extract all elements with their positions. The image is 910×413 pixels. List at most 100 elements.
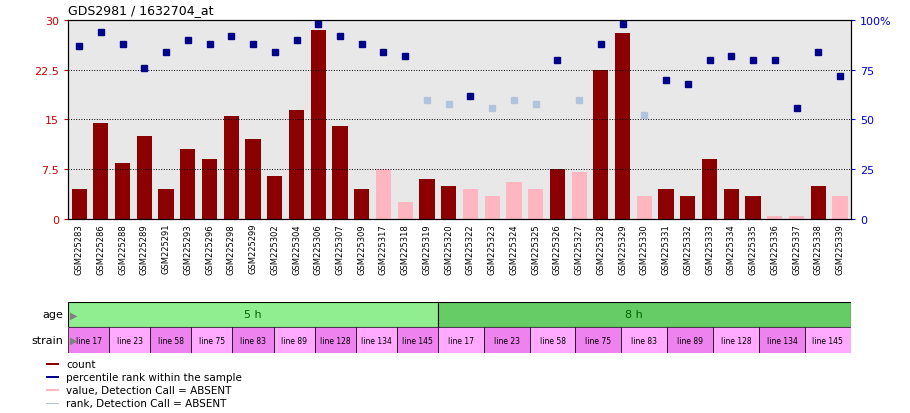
Text: GSM225332: GSM225332 — [683, 223, 693, 274]
Text: line 75: line 75 — [585, 336, 612, 345]
Bar — [759, 328, 805, 353]
Bar — [702, 160, 717, 219]
Text: percentile rank within the sample: percentile rank within the sample — [66, 372, 242, 382]
Bar — [506, 183, 521, 219]
Text: GSM225329: GSM225329 — [618, 223, 627, 274]
Text: strain: strain — [32, 335, 64, 345]
Text: GSM225334: GSM225334 — [727, 223, 736, 274]
Text: line 134: line 134 — [766, 336, 797, 345]
Text: ▶: ▶ — [70, 335, 77, 345]
Bar — [202, 160, 217, 219]
Bar — [789, 216, 804, 219]
Bar — [356, 328, 397, 353]
Bar — [232, 328, 274, 353]
Bar — [288, 110, 304, 219]
Bar — [637, 196, 652, 219]
Text: GSM225304: GSM225304 — [292, 223, 301, 274]
Bar — [72, 190, 86, 219]
Text: line 89: line 89 — [677, 336, 703, 345]
Text: 8 h: 8 h — [624, 310, 642, 320]
Bar — [767, 216, 783, 219]
Bar — [109, 328, 150, 353]
Text: GSM225296: GSM225296 — [205, 223, 214, 274]
Text: GSM225335: GSM225335 — [749, 223, 757, 274]
Text: GSM225333: GSM225333 — [705, 223, 714, 274]
Bar — [397, 328, 438, 353]
Bar — [68, 302, 438, 328]
Bar — [593, 71, 609, 219]
Bar — [615, 34, 631, 219]
Text: age: age — [43, 310, 64, 320]
Bar — [438, 328, 484, 353]
Text: GSM225306: GSM225306 — [314, 223, 323, 274]
Text: 5 h: 5 h — [244, 310, 262, 320]
Bar — [46, 389, 59, 391]
Text: value, Detection Call = ABSENT: value, Detection Call = ABSENT — [66, 385, 232, 395]
Bar — [150, 328, 191, 353]
Bar — [315, 328, 356, 353]
Text: GSM225326: GSM225326 — [553, 223, 561, 274]
Bar — [659, 190, 673, 219]
Text: GSM225324: GSM225324 — [510, 223, 519, 274]
Text: GSM225328: GSM225328 — [596, 223, 605, 274]
Text: line 58: line 58 — [158, 336, 184, 345]
Text: GSM225298: GSM225298 — [227, 223, 236, 274]
Bar — [441, 186, 456, 219]
Text: GSM225327: GSM225327 — [574, 223, 583, 274]
Bar — [723, 190, 739, 219]
Bar — [268, 176, 282, 219]
Bar — [463, 190, 478, 219]
Text: line 134: line 134 — [360, 336, 391, 345]
Bar — [438, 302, 851, 328]
Text: line 83: line 83 — [632, 336, 657, 345]
Bar — [805, 328, 851, 353]
Text: line 128: line 128 — [319, 336, 350, 345]
Text: GSM225322: GSM225322 — [466, 223, 475, 274]
Bar — [46, 376, 59, 378]
Text: GDS2981 / 1632704_at: GDS2981 / 1632704_at — [68, 4, 214, 17]
Text: line 23: line 23 — [493, 336, 520, 345]
Bar — [575, 328, 622, 353]
Text: GSM225291: GSM225291 — [162, 223, 170, 274]
Bar — [811, 186, 826, 219]
Bar — [420, 180, 435, 219]
Text: line 89: line 89 — [281, 336, 307, 345]
Bar — [745, 196, 761, 219]
Bar — [354, 190, 369, 219]
Text: line 83: line 83 — [240, 336, 266, 345]
Text: GSM225283: GSM225283 — [75, 223, 84, 274]
Text: GSM225318: GSM225318 — [400, 223, 410, 274]
Bar — [398, 203, 413, 219]
Text: GSM225325: GSM225325 — [531, 223, 541, 274]
Text: GSM225319: GSM225319 — [422, 223, 431, 274]
Bar — [93, 123, 108, 219]
Text: line 128: line 128 — [721, 336, 752, 345]
Text: GSM225289: GSM225289 — [140, 223, 149, 274]
Text: GSM225336: GSM225336 — [770, 223, 779, 274]
Bar — [376, 170, 391, 219]
Bar — [180, 150, 196, 219]
Bar — [667, 328, 713, 353]
Bar — [484, 328, 530, 353]
Bar — [158, 190, 174, 219]
Text: GSM225299: GSM225299 — [248, 223, 258, 274]
Text: ▶: ▶ — [70, 310, 77, 320]
Text: GSM225288: GSM225288 — [118, 223, 127, 274]
Text: line 75: line 75 — [199, 336, 225, 345]
Text: count: count — [66, 359, 96, 369]
Bar — [332, 127, 348, 219]
Text: GSM225331: GSM225331 — [662, 223, 671, 274]
Bar — [622, 328, 667, 353]
Bar — [46, 363, 59, 365]
Text: GSM225293: GSM225293 — [183, 223, 192, 274]
Text: GSM225338: GSM225338 — [814, 223, 823, 274]
Text: GSM225320: GSM225320 — [444, 223, 453, 274]
Text: line 23: line 23 — [116, 336, 143, 345]
Text: GSM225307: GSM225307 — [336, 223, 345, 274]
Text: rank, Detection Call = ABSENT: rank, Detection Call = ABSENT — [66, 399, 227, 408]
Bar — [246, 140, 260, 219]
Bar — [46, 403, 59, 404]
Text: line 17: line 17 — [76, 336, 102, 345]
Bar — [833, 196, 847, 219]
Text: GSM225286: GSM225286 — [96, 223, 106, 274]
